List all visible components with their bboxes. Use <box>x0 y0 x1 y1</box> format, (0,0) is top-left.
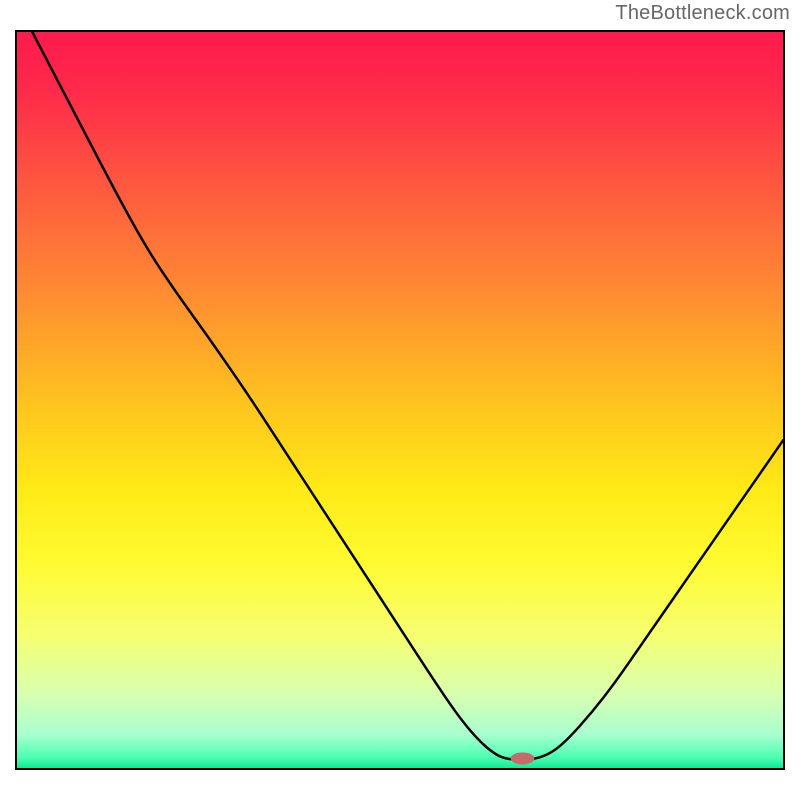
optimal-point-marker <box>511 752 535 764</box>
plot-background <box>17 32 783 768</box>
plot-svg <box>17 32 783 768</box>
watermark-text: TheBottleneck.com <box>615 2 790 25</box>
chart-container: TheBottleneck.com <box>0 0 800 800</box>
plot-area <box>15 30 785 770</box>
